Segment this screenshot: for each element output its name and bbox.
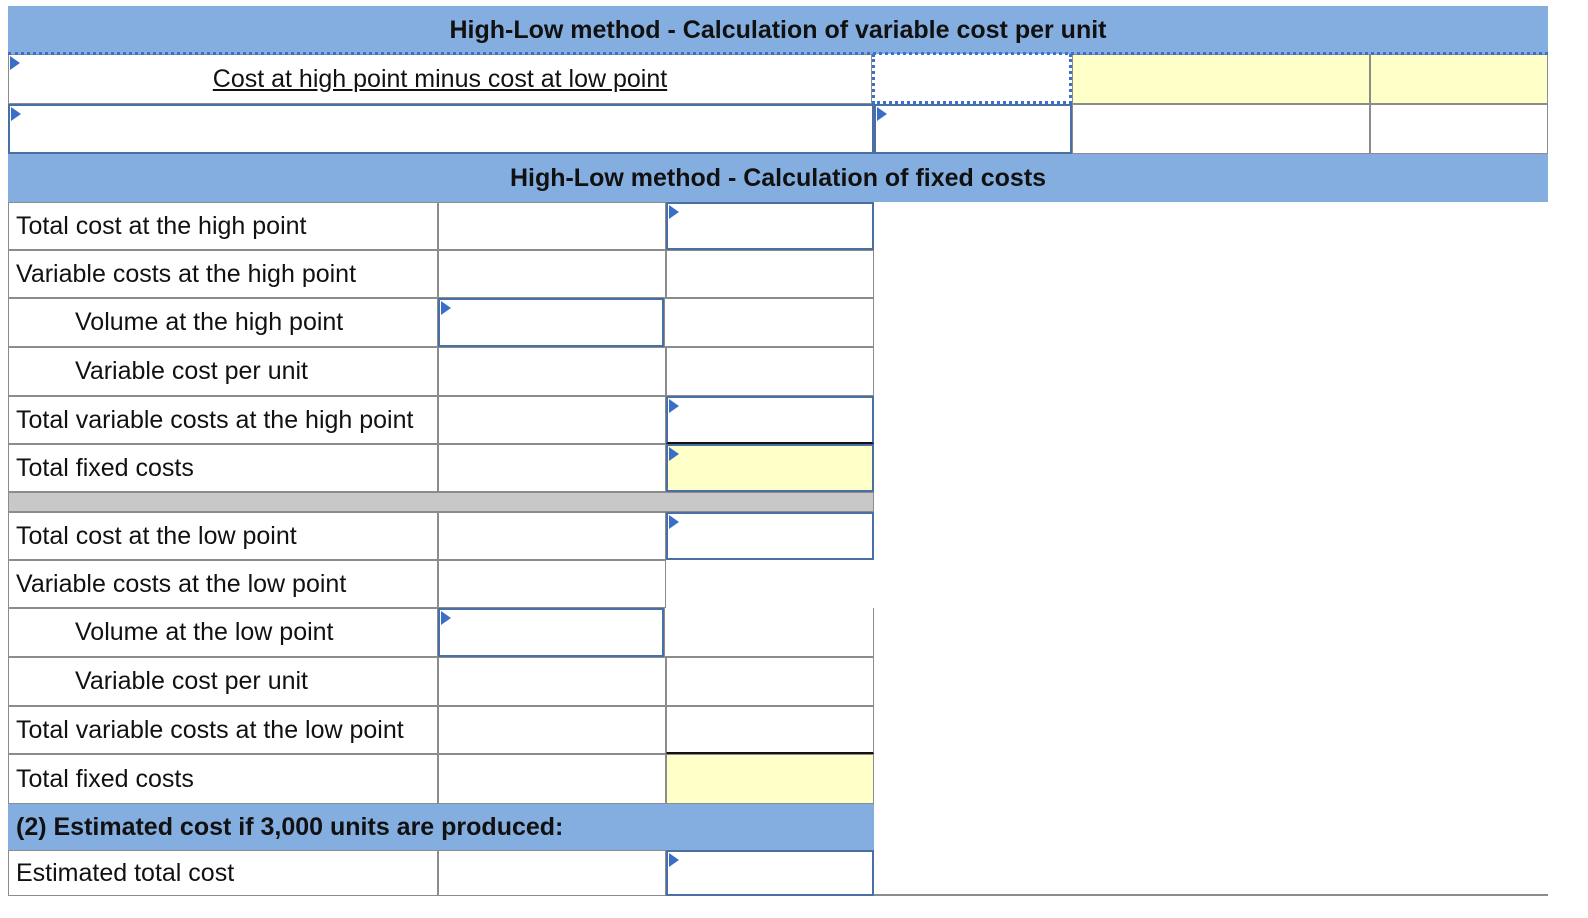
input-marker-icon: [441, 611, 451, 625]
total-cost-low-input[interactable]: [666, 512, 874, 560]
vc-per-unit-high-value-cell[interactable]: [666, 347, 874, 396]
cost-difference-input[interactable]: [872, 54, 1072, 104]
cost-difference-result-cell[interactable]: [1072, 54, 1370, 104]
variable-costs-high-label: Variable costs at the high point: [8, 250, 438, 298]
estimated-total-mid-cell[interactable]: [438, 850, 666, 896]
volume-low-label: Volume at the low point: [8, 608, 438, 657]
cost-difference-label-cell[interactable]: Cost at high point minus cost at low poi…: [8, 54, 872, 104]
input-marker-icon: [669, 515, 679, 529]
fixed-costs-header: High-Low method - Calculation of fixed c…: [8, 154, 1548, 202]
variable-costs-high-mid-cell[interactable]: [438, 250, 666, 298]
total-fixed-high-mid-cell[interactable]: [438, 444, 666, 492]
total-fixed-low-result[interactable]: [666, 754, 874, 804]
dotted-divider: [8, 52, 1548, 55]
input-marker-icon: [441, 301, 451, 315]
total-cost-high-mid-cell[interactable]: [438, 202, 666, 250]
estimated-total-input[interactable]: [666, 850, 874, 896]
volume-low-input[interactable]: [438, 608, 664, 657]
total-variable-low-label: Total variable costs at the low point: [8, 706, 438, 754]
variable-costs-low-mid-cell[interactable]: [438, 560, 666, 608]
volume-difference-input[interactable]: [874, 104, 1072, 154]
total-fixed-low-label: Total fixed costs: [8, 754, 438, 804]
input-marker-icon: [669, 853, 679, 867]
input-marker-icon: [877, 107, 887, 121]
total-variable-high-input[interactable]: [666, 396, 874, 444]
volume-low-value-cell[interactable]: [664, 608, 874, 657]
vc-per-unit-high-mid-cell[interactable]: [438, 347, 666, 396]
volume-difference-label-input[interactable]: [8, 104, 874, 154]
input-marker-icon: [10, 56, 20, 70]
total-fixed-high-label: Total fixed costs: [8, 444, 438, 492]
total-variable-low-value-cell[interactable]: [666, 706, 874, 754]
variable-cost-per-unit-result-cell[interactable]: [1370, 54, 1548, 104]
volume-high-input[interactable]: [438, 298, 664, 347]
variable-cost-header: High-Low method - Calculation of variabl…: [8, 6, 1548, 54]
volume-high-label: Volume at the high point: [8, 298, 438, 347]
cost-difference-label: Cost at high point minus cost at low poi…: [212, 64, 668, 93]
total-variable-low-mid-cell[interactable]: [438, 706, 666, 754]
vc-per-unit-high-label: Variable cost per unit: [8, 347, 438, 396]
estimated-total-label: Estimated total cost: [8, 850, 438, 896]
volume-high-value-cell[interactable]: [664, 298, 874, 347]
variable-costs-low-label: Variable costs at the low point: [8, 560, 438, 608]
total-variable-high-label: Total variable costs at the high point: [8, 396, 438, 444]
vc-per-unit-low-value-cell[interactable]: [666, 657, 874, 706]
total-fixed-low-mid-cell[interactable]: [438, 754, 666, 804]
volume-difference-cell[interactable]: [1072, 104, 1370, 154]
input-marker-icon: [669, 399, 679, 413]
input-marker-icon: [669, 447, 679, 461]
estimated-cost-header: (2) Estimated cost if 3,000 units are pr…: [8, 804, 874, 850]
section-separator: [8, 492, 874, 512]
total-cost-low-mid-cell[interactable]: [438, 512, 666, 560]
volume-difference-result-cell[interactable]: [1370, 104, 1548, 154]
input-marker-icon: [669, 205, 679, 219]
bottom-rule: [874, 894, 1548, 896]
vc-per-unit-low-mid-cell[interactable]: [438, 657, 666, 706]
variable-costs-high-value-cell[interactable]: [666, 250, 874, 298]
input-marker-icon: [11, 107, 21, 121]
total-variable-high-mid-cell[interactable]: [438, 396, 666, 444]
total-cost-low-label: Total cost at the low point: [8, 512, 438, 560]
total-cost-high-label: Total cost at the high point: [8, 202, 438, 250]
total-fixed-high-result[interactable]: [666, 444, 874, 492]
total-cost-high-input[interactable]: [666, 202, 874, 250]
vc-per-unit-low-label: Variable cost per unit: [8, 657, 438, 706]
